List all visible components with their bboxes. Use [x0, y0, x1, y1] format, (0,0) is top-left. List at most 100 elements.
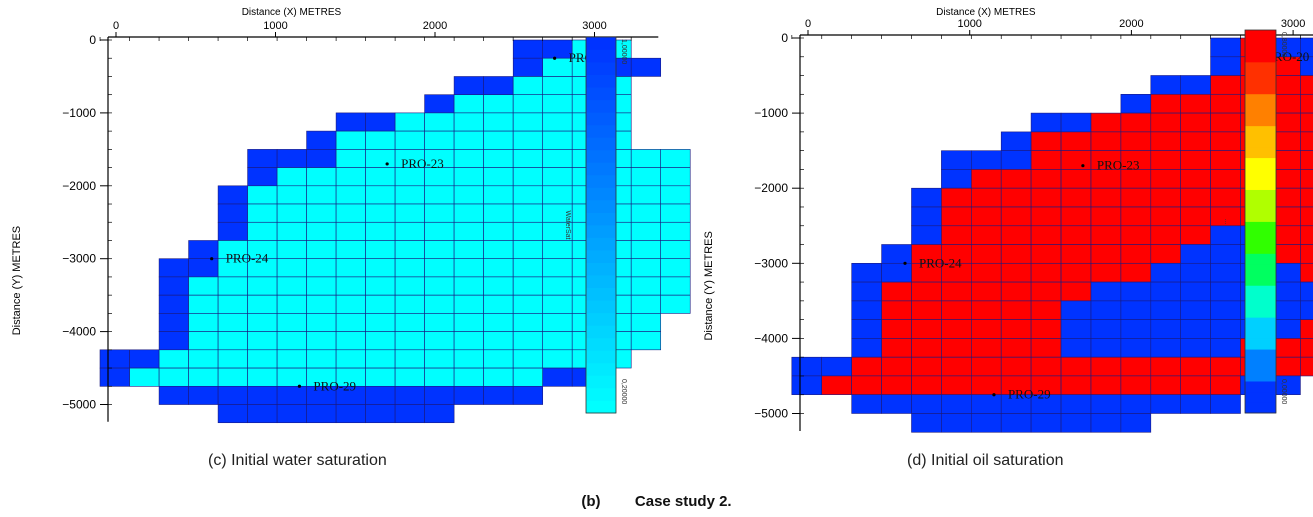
grid-cell — [129, 367, 160, 387]
grid-cell — [1180, 356, 1211, 377]
grid-cell — [483, 331, 514, 351]
grid-cell — [424, 367, 455, 387]
grid-cell — [630, 222, 662, 241]
grid-cell — [188, 240, 219, 260]
y-tick-label: 0 — [89, 33, 96, 47]
grid-cell — [365, 294, 396, 314]
grid-cell — [821, 375, 852, 395]
x-tick-label: 3000 — [1281, 18, 1305, 30]
grid-cell — [247, 276, 278, 296]
grid-cell — [1090, 413, 1122, 433]
grid-cell — [335, 222, 366, 241]
wells: PRO-20 PRO-23 PRO-24 PRO-29 — [903, 49, 1309, 402]
well-marker — [1081, 164, 1085, 168]
colorbar-segment — [586, 137, 616, 151]
grid-cell — [335, 331, 366, 351]
grid-cell — [453, 258, 484, 278]
grid-cell — [276, 240, 307, 260]
grid-cell — [306, 276, 337, 296]
grid-cell — [1300, 206, 1313, 227]
grid-cell — [542, 331, 573, 351]
grid-cell — [1120, 206, 1152, 227]
grid-cell — [630, 167, 662, 187]
grid-cell — [1150, 319, 1182, 339]
grid-cell — [970, 300, 1002, 320]
grid-cell — [542, 240, 573, 260]
grid-cell — [424, 94, 455, 114]
grid-cell — [276, 367, 307, 387]
grid-cell — [1180, 150, 1211, 170]
colorbar-min-label: 0,00000 — [1280, 379, 1287, 404]
grid-cell — [1030, 281, 1062, 302]
grid-cell — [1150, 375, 1182, 395]
colorbar-segment — [1245, 349, 1276, 361]
grid-cell — [1210, 394, 1241, 414]
grid-cell — [188, 331, 219, 351]
grid-cell — [1150, 262, 1182, 283]
grid-cell — [1180, 394, 1211, 414]
grid-cell — [453, 167, 484, 187]
grid-cell — [158, 385, 189, 405]
grid-cell — [453, 76, 484, 96]
grid-cell — [881, 319, 912, 339]
grid-cell — [306, 313, 337, 332]
colorbar-segment — [586, 300, 616, 314]
grid-cell — [1150, 112, 1182, 133]
grid-cell — [1060, 338, 1092, 358]
grid-cell — [970, 262, 1002, 283]
grid-cell — [542, 112, 573, 132]
grid-cell — [1180, 206, 1211, 227]
water-saturation-map: 0 1000 2000 3000 0 −1000 −2000 −3000 −4000 −5000 D… — [11, 7, 691, 424]
grid-cell — [1090, 394, 1122, 414]
colorbar-max-label: 0,80000 — [1280, 32, 1287, 57]
grid-cell — [247, 203, 278, 223]
grid-cell — [1150, 94, 1182, 114]
grid-cell — [1090, 206, 1122, 227]
grid-cell — [512, 39, 544, 59]
grid-cell — [1210, 375, 1241, 395]
grid-cell — [394, 385, 425, 405]
grid-cell — [881, 262, 912, 283]
colorbar-segment — [586, 250, 616, 263]
grid-cell — [247, 149, 278, 168]
colorbar-segment — [1245, 136, 1276, 148]
grid-cell — [512, 240, 544, 260]
grid-cell — [335, 276, 366, 296]
y-tick-label: −1000 — [62, 106, 96, 120]
grid-cell — [1180, 300, 1211, 320]
grid-cell — [335, 185, 366, 205]
grid-cell — [1060, 150, 1092, 170]
grid-cell — [424, 276, 455, 296]
colorbar-segment — [1245, 338, 1276, 350]
grid-cell — [217, 367, 248, 387]
grid-cell — [335, 130, 366, 150]
grid-cell — [483, 130, 514, 150]
grid-cell — [158, 349, 189, 369]
grid-cell — [1030, 319, 1062, 339]
grid-cell — [970, 338, 1002, 358]
grid-cell — [1000, 281, 1032, 302]
grid-cell — [335, 149, 366, 168]
colorbar-segment — [586, 350, 616, 364]
grid-cell — [306, 240, 337, 260]
grid-cell — [394, 294, 425, 314]
colorbar: 0,80000 0,00000... — [1223, 29, 1287, 414]
grid-cell — [660, 167, 691, 187]
grid-cell — [1180, 94, 1211, 114]
grid-cell — [453, 203, 484, 223]
grid-cells — [791, 37, 1313, 433]
colorbar-segment — [586, 162, 616, 176]
grid-cell — [1090, 281, 1122, 302]
grid-cell — [276, 185, 307, 205]
grid-cell — [483, 313, 514, 332]
grid-cell — [365, 185, 396, 205]
caption-c: (c) Initial water saturation — [208, 452, 387, 469]
colorbar: 1,00000 0,20000 WaterSat — [564, 36, 627, 414]
grid-cell — [1060, 319, 1092, 339]
grid-cell — [911, 394, 942, 414]
x-axis-title: Distance (X) METRES — [242, 7, 342, 18]
grid-cell — [365, 149, 396, 168]
grid-cell — [1120, 262, 1152, 283]
figure-caption: (b) Case study 2. — [0, 493, 1313, 510]
grid-cell — [453, 367, 484, 387]
